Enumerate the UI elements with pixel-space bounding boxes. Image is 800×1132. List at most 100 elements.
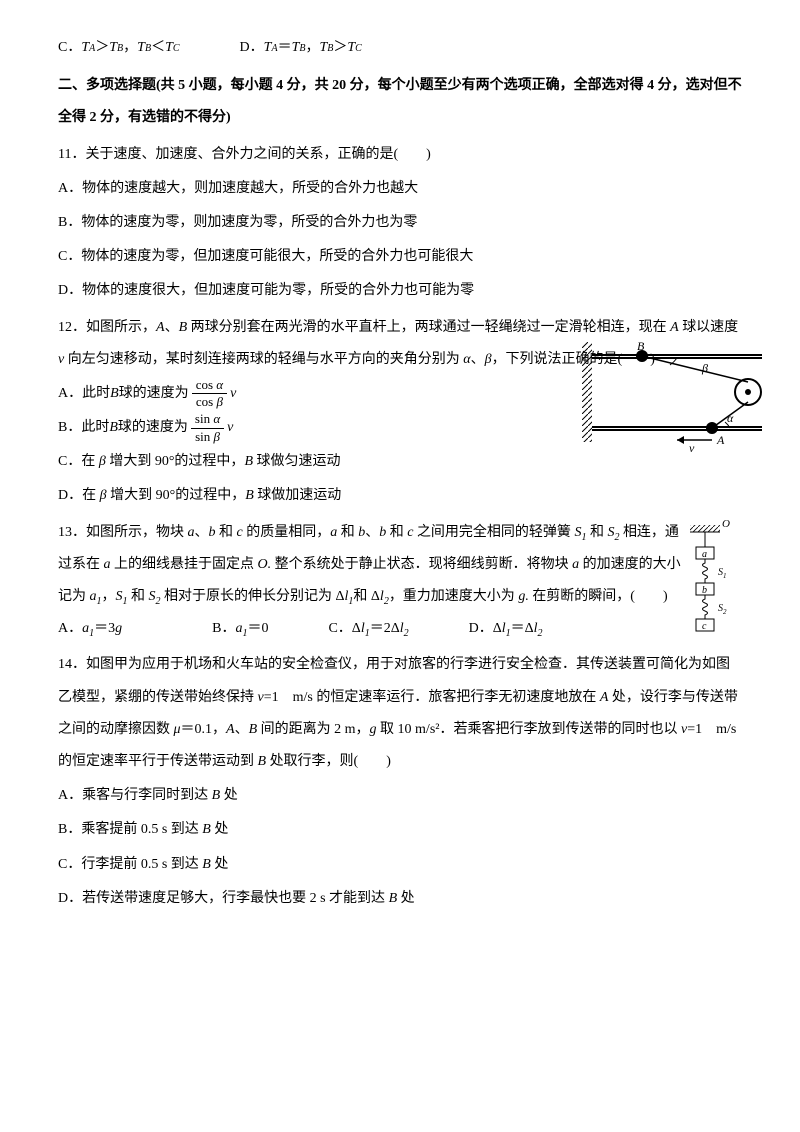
top-option-row: C． TA ＞ TB ， TB ＜ TC D． TA ＝ TB ， TB ＞ T… (58, 32, 742, 64)
v: S (116, 589, 123, 604)
var: β (99, 454, 106, 469)
t: ＝3 (94, 621, 115, 636)
t: A． (58, 621, 82, 636)
t: 处 (397, 891, 415, 906)
q13-a: A．a1＝3g (58, 613, 122, 645)
text: D．在 (58, 488, 100, 503)
t: 和 (128, 589, 149, 604)
lbl-s1: S1 (718, 567, 727, 580)
op: ＞ (333, 32, 347, 64)
var: T (137, 32, 145, 64)
var: T (165, 32, 173, 64)
var: β (216, 394, 222, 409)
q12-option-d: D．在 β 增大到 90°的过程中，B 球做加速运动 (58, 480, 562, 512)
var: α (213, 411, 220, 426)
v: g (370, 722, 377, 737)
t: 处 (211, 857, 229, 872)
t: 、 (195, 525, 209, 540)
question-11: 11．关于速度、加速度、合外力之间的关系，正确的是( ) A．物体的速度越大，则… (58, 139, 742, 308)
t: ＝2Δ (370, 621, 400, 636)
var: T (81, 32, 89, 64)
t: 、 (235, 722, 249, 737)
v: g (115, 621, 122, 636)
var: α (216, 377, 223, 392)
v: B (212, 788, 221, 803)
t: C．行李提前 0.5 s 到达 (58, 857, 202, 872)
t: B．乘客提前 0.5 s 到达 (58, 822, 202, 837)
label-a: A (716, 433, 725, 447)
t: 和 (216, 525, 237, 540)
q12-option-a: A．此时 B 球的速度为 cos α cos β v (58, 378, 562, 410)
t: 相对于原长的伸长分别记为 Δ (161, 589, 345, 604)
v: S (149, 589, 156, 604)
text: B．此时 (58, 412, 109, 444)
lbl-s2: S2 (718, 603, 727, 616)
q14-stem: 14．如图甲为应用于机场和火车站的安全检查仪，用于对旅客的行李进行安全检查．其传… (58, 649, 742, 778)
var: β (214, 429, 220, 444)
t: ， (102, 589, 116, 604)
t: 整个系统处于静止状态．现将细线剪断．将物块 (271, 557, 572, 572)
s: 2 (404, 628, 409, 639)
v: B (202, 822, 211, 837)
option-d-label: D． (240, 32, 264, 64)
t: 取 10 m/s²．若乘客把行李放到传送带的同时也以 (377, 722, 681, 737)
op: ＝ (278, 32, 292, 64)
t: ，重力加速度大小为 (389, 589, 519, 604)
s: 2 (538, 628, 543, 639)
t: B． (212, 621, 235, 636)
label-alpha: α (727, 411, 734, 425)
text: 球做加速运动 (254, 488, 342, 503)
var-v: v (230, 378, 236, 410)
t: C．Δ (328, 621, 360, 636)
text: 两球分别套在两光滑的水平直杆上，两球通过一轻绳绕过一定滑轮相连，现在 (187, 320, 670, 335)
fn: cos (196, 377, 217, 392)
t: 13．如图所示，物块 (58, 525, 188, 540)
q13-d: D．Δl1＝Δl2 (469, 613, 543, 645)
q14-option-c: C．行李提前 0.5 s 到达 B 处 (58, 849, 742, 881)
lbl-c: c (702, 621, 707, 632)
comma: ， (123, 32, 137, 64)
var-b: B (109, 412, 118, 444)
op: ＞ (95, 32, 109, 64)
t: D．Δ (469, 621, 502, 636)
text: 向左匀速移动，某时刻连接两球的轻绳与水平方向的夹角分别为 (64, 352, 463, 367)
q13-options: A．a1＝3g B．a1＝0 C．Δl1＝2Δl2 D．Δl1＝Δl2 (58, 613, 742, 645)
t: 间的距离为 2 m， (257, 722, 369, 737)
fn: sin (195, 411, 213, 426)
lbl-a: a (702, 549, 707, 560)
q14-option-d: D．若传送带速度足够大，行李最快也要 2 s 才能到达 B 处 (58, 883, 742, 915)
t: 之间用完全相同的轻弹簧 (413, 525, 574, 540)
q11-option-b: B．物体的速度为零，则加速度为零，所受的合外力也为零 (58, 207, 742, 239)
text: A．此时 (58, 378, 110, 410)
t: 、 (365, 525, 379, 540)
q12-option-c: C．在 β 增大到 90°的过程中，B 球做匀速运动 (58, 446, 562, 478)
var-a: A (156, 320, 165, 335)
label-v: v (689, 441, 695, 452)
v: b (209, 525, 216, 540)
t: ＝0 (247, 621, 268, 636)
comma: ， (305, 32, 319, 64)
q12-option-b: B．此时 B 球的速度为 sin α sin β v (58, 412, 562, 444)
var: B (244, 454, 253, 469)
label-beta: β (701, 361, 708, 375)
t: A．乘客与行李同时到达 (58, 788, 212, 803)
var: T (292, 32, 300, 64)
q13-b: B．a1＝0 (212, 613, 268, 645)
v: B (258, 754, 267, 769)
sub: C (355, 37, 362, 60)
var-beta: β (485, 352, 492, 367)
figure-q12: B α β A v (582, 342, 772, 452)
fn: sin (195, 429, 213, 444)
t: ＝Δ (511, 621, 534, 636)
var: T (319, 32, 327, 64)
var-alpha: α (463, 352, 470, 367)
q13-stem: 13．如图所示，物块 a、b 和 c 的质量相同，a 和 b、b 和 c 之间用… (58, 517, 682, 614)
t: =1 m/s 的恒定速率运行．旅客把行李无初速度地放在 (264, 690, 600, 705)
t: 上的细线悬挂于固定点 (111, 557, 258, 572)
var-b: B (110, 378, 119, 410)
v: μ (174, 722, 181, 737)
t: 和 Δ (353, 589, 380, 604)
t: 处取行李，则( ) (266, 754, 391, 769)
var: T (109, 32, 117, 64)
t: ＝0.1， (181, 722, 227, 737)
